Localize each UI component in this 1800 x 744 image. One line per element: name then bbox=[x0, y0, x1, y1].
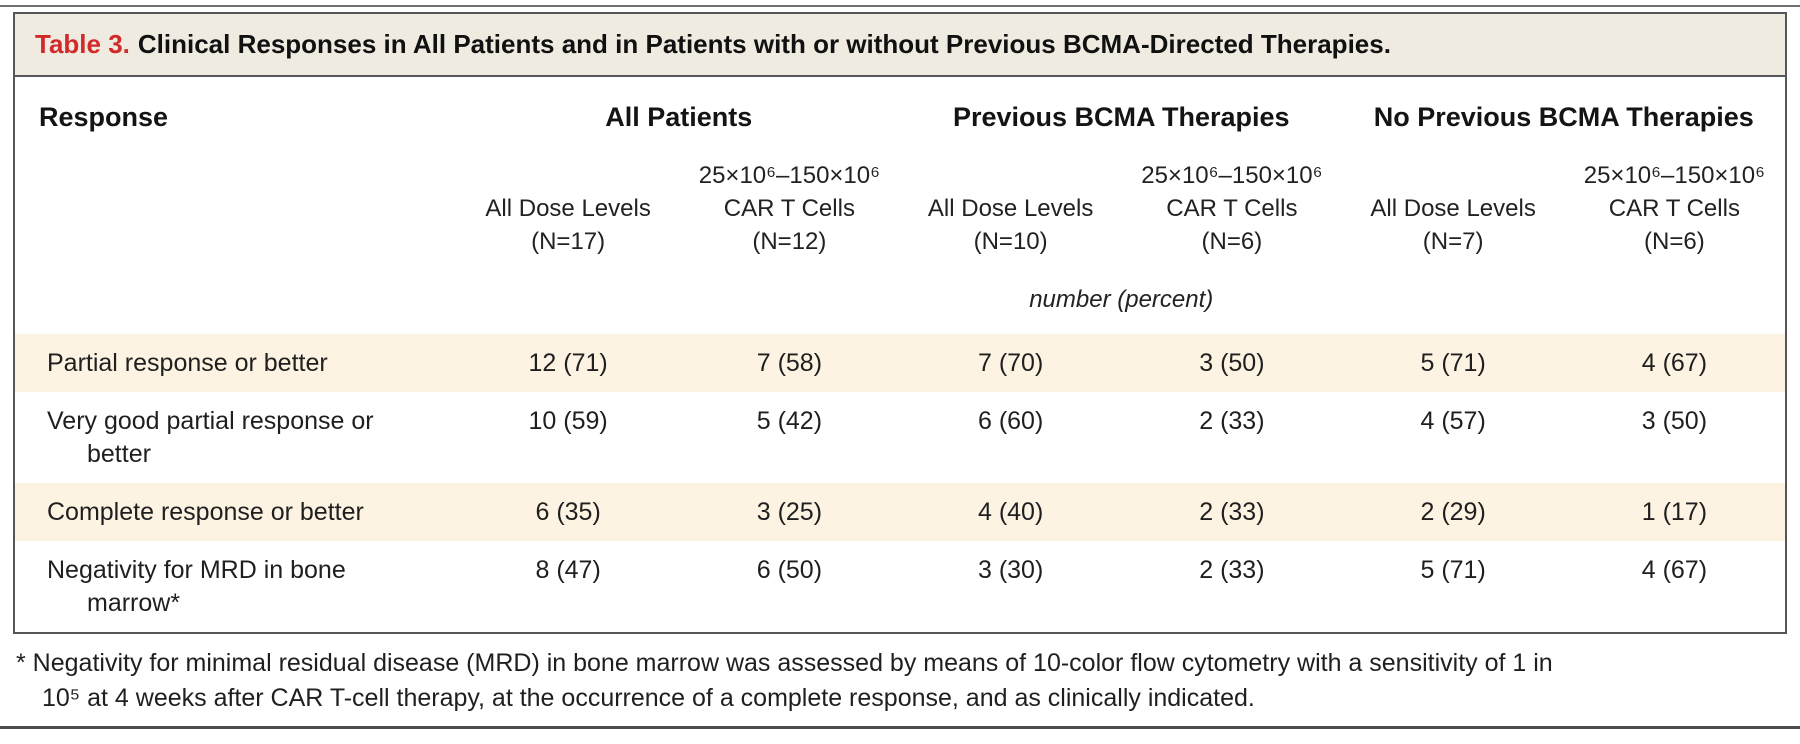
data-cell: 4 (40) bbox=[977, 497, 1044, 526]
units-empty bbox=[15, 258, 458, 334]
subheader-all-dose-n10: All Dose Levels (N=10) bbox=[927, 194, 1094, 255]
data-cell: 3 (30) bbox=[977, 555, 1044, 584]
table-body: Partial response or better 12 (71) 7 (58… bbox=[15, 333, 1785, 632]
row-label: Partial response or better bbox=[47, 348, 328, 377]
table-row: Complete response or better 6 (35) 3 (25… bbox=[15, 482, 1785, 541]
data-cell: 6 (50) bbox=[756, 555, 823, 584]
data-cell: 12 (71) bbox=[528, 348, 608, 377]
response-column-header: Response bbox=[39, 101, 169, 132]
subheader-all-dose-n17: All Dose Levels (N=17) bbox=[485, 194, 651, 255]
row-label: Negativity for MRD in bone marrow* bbox=[47, 555, 346, 617]
units-row: number (percent) bbox=[15, 258, 1785, 334]
data-cell: 7 (58) bbox=[756, 348, 823, 377]
data-cell: 6 (60) bbox=[977, 406, 1044, 435]
data-cell: 4 (57) bbox=[1420, 406, 1486, 435]
data-cell: 5 (71) bbox=[1420, 555, 1486, 584]
subheader-row: All Dose Levels (N=17) 25×10⁶–150×10⁶ CA… bbox=[15, 137, 1785, 258]
table-row: Partial response or better 12 (71) 7 (58… bbox=[15, 333, 1785, 392]
group-header-no-previous-bcma: No Previous BCMA Therapies bbox=[1373, 101, 1754, 132]
table-number-label: Table 3. bbox=[35, 29, 130, 59]
subheader-cart-n6a: 25×10⁶–150×10⁶ CAR T Cells (N=6) bbox=[1141, 161, 1323, 255]
table-footnote: * Negativity for minimal residual diseas… bbox=[16, 648, 1553, 713]
subheader-cart-n6b: 25×10⁶–150×10⁶ CAR T Cells (N=6) bbox=[1583, 161, 1765, 255]
data-cell: 4 (67) bbox=[1641, 555, 1708, 584]
clinical-responses-table: Response All Patients Previous BCMA Ther… bbox=[15, 77, 1785, 632]
bottom-rule bbox=[0, 725, 1800, 729]
row-label: Very good partial response or better bbox=[47, 406, 374, 468]
table-title-band: Table 3. Clinical Responses in All Patien… bbox=[15, 14, 1785, 77]
data-cell: 2 (33) bbox=[1199, 406, 1265, 435]
data-cell: 3 (50) bbox=[1199, 348, 1265, 377]
data-cell: 6 (35) bbox=[535, 497, 601, 526]
subheader-empty bbox=[15, 137, 458, 258]
data-cell: 2 (29) bbox=[1420, 497, 1486, 526]
data-cell: 7 (70) bbox=[977, 348, 1044, 377]
data-cell: 3 (50) bbox=[1641, 406, 1708, 435]
row-label: Complete response or better bbox=[47, 497, 364, 526]
data-cell: 5 (71) bbox=[1420, 348, 1486, 377]
data-cell: 2 (33) bbox=[1199, 555, 1265, 584]
top-rule bbox=[0, 5, 1800, 7]
group-header-previous-bcma: Previous BCMA Therapies bbox=[952, 101, 1290, 132]
data-cell: 8 (47) bbox=[535, 555, 601, 584]
table-header: Response All Patients Previous BCMA Ther… bbox=[15, 77, 1785, 334]
data-cell: 10 (59) bbox=[528, 406, 608, 435]
data-cell: 2 (33) bbox=[1199, 497, 1265, 526]
data-cell: 4 (67) bbox=[1641, 348, 1708, 377]
data-cell: 5 (42) bbox=[756, 406, 823, 435]
group-header-all-patients: All Patients bbox=[605, 101, 753, 132]
group-header-row: Response All Patients Previous BCMA Ther… bbox=[15, 77, 1785, 137]
units-note: number (percent) bbox=[1029, 285, 1214, 313]
table-frame: Table 3. Clinical Responses in All Patien… bbox=[13, 12, 1787, 634]
subheader-all-dose-n7: All Dose Levels (N=7) bbox=[1370, 194, 1536, 255]
table-row: Negativity for MRD in bone marrow* 8 (47… bbox=[15, 541, 1785, 632]
subheader-cart-n12: 25×10⁶–150×10⁶ CAR T Cells (N=12) bbox=[698, 161, 880, 255]
table-row: Very good partial response or better 10 … bbox=[15, 392, 1785, 483]
data-cell: 3 (25) bbox=[756, 497, 823, 526]
data-cell: 1 (17) bbox=[1641, 497, 1708, 526]
table-title-text: Clinical Responses in All Patients and i… bbox=[137, 29, 1391, 59]
